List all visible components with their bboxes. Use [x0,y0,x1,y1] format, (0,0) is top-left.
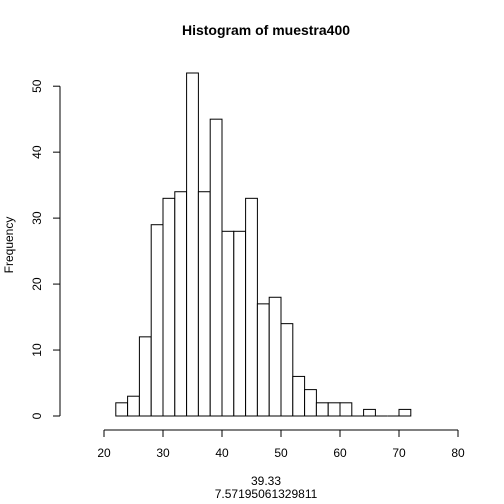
y-axis: 0 10 20 30 40 50 [30,79,60,419]
histogram-bar [293,376,305,416]
y-tick-label: 20 [30,277,44,291]
y-axis-label: Frequency [2,217,16,274]
histogram-bar [234,231,246,416]
histogram-bar [399,409,411,416]
histogram-bar [328,403,340,416]
histogram-bar [281,324,293,416]
histogram-bar [139,337,151,416]
histogram-bar [210,119,222,416]
histogram-bar [316,403,328,416]
x-tick-label: 30 [156,446,170,460]
y-tick-label: 40 [30,145,44,159]
x-tick-label: 40 [215,446,229,460]
histogram-bar [198,192,210,416]
x-axis: 20 30 40 50 60 70 80 [97,430,465,460]
histogram-bar [257,304,269,416]
histogram-bar [305,390,317,416]
x-axis-label-mean: 39.33 [251,474,281,488]
y-tick-label: 0 [30,412,44,419]
x-tick-label: 60 [333,446,347,460]
x-tick-label: 50 [274,446,288,460]
histogram-bar [175,192,187,416]
histogram-bar [222,231,234,416]
x-axis-label-sd: 7.57195061329811 [215,487,318,501]
histogram-bar [187,73,199,416]
histogram-bar [128,396,140,416]
x-tick-label: 70 [392,446,406,460]
chart-title: Histogram of muestra400 [182,22,350,38]
histogram-bar [163,198,175,416]
x-tick-label: 20 [97,446,111,460]
histogram-bar [364,409,376,416]
histogram-bar [116,403,128,416]
x-tick-label: 80 [451,446,465,460]
histogram-bar [246,198,258,416]
histogram-bar [269,297,281,416]
histogram-bar [151,225,163,416]
histogram-bar [340,403,352,416]
y-tick-label: 50 [30,79,44,93]
y-tick-label: 30 [30,211,44,225]
bars-group [116,73,411,416]
y-tick-label: 10 [30,343,44,357]
